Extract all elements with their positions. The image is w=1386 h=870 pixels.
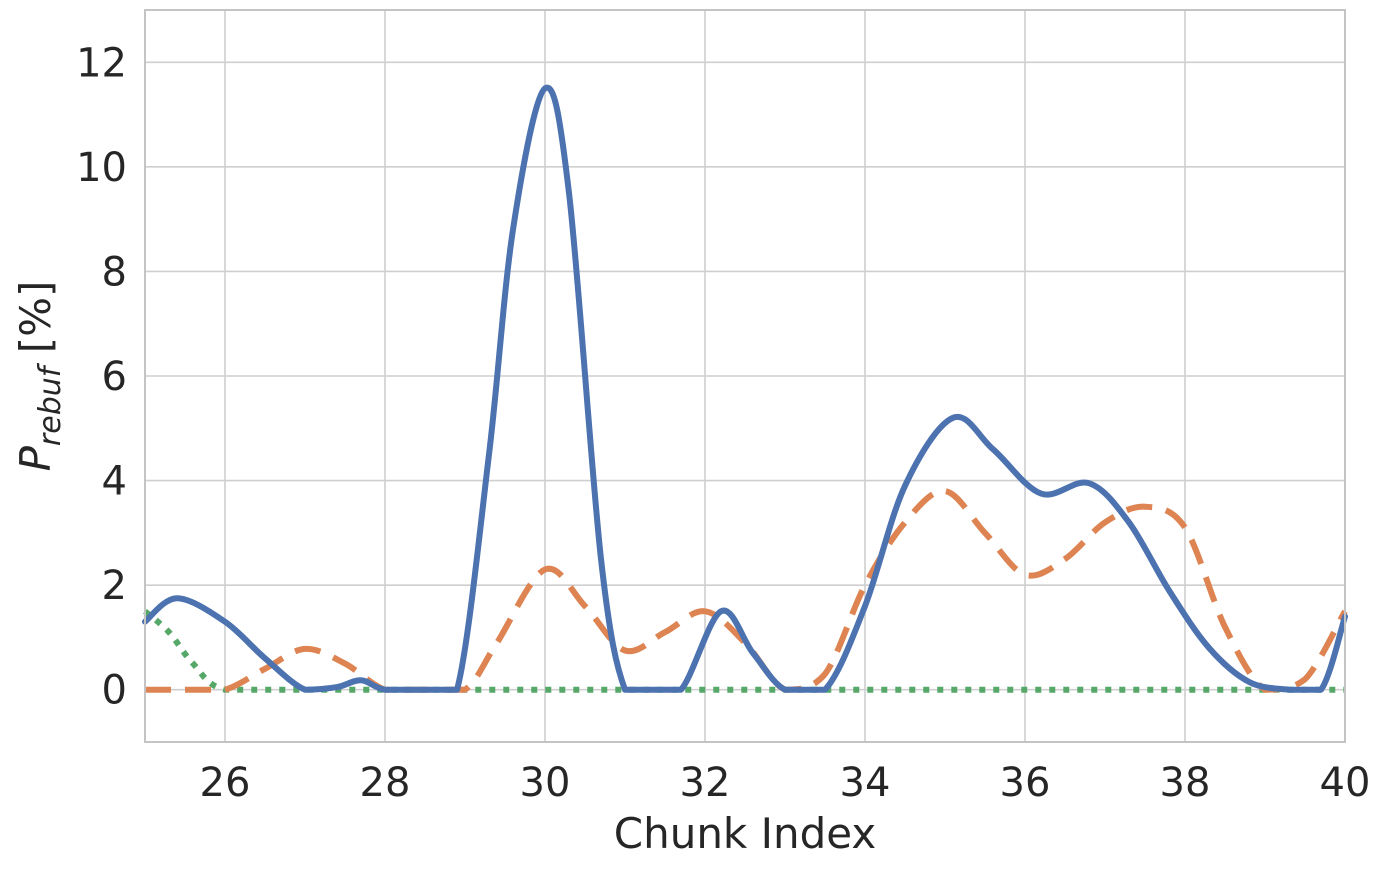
y-tick-label: 6 (102, 354, 127, 400)
x-tick-label: 28 (360, 760, 411, 806)
x-tick-label: 26 (200, 760, 251, 806)
x-axis-title: Chunk Index (614, 809, 876, 858)
y-axis-title: Prebuf [%] (11, 281, 68, 472)
series-line-dotted (143, 609, 1345, 693)
y-tick-label: 10 (76, 145, 127, 191)
x-tick-label: 40 (1320, 760, 1371, 806)
series-line-dashed (144, 487, 1348, 693)
x-tick-label: 30 (520, 760, 571, 806)
series-line-solid (142, 84, 1348, 693)
y-axis-title-subscript: rebuf (33, 362, 68, 446)
x-tick-label: 34 (840, 760, 891, 806)
y-tick-label: 4 (102, 459, 127, 505)
y-tick-labels: 0 2 4 6 8 10 12 (76, 40, 127, 713)
x-tick-label: 32 (680, 760, 731, 806)
y-axis-title-unit: [%] (11, 281, 60, 367)
x-tick-label: 36 (1000, 760, 1051, 806)
y-axis-title-main: P (11, 445, 60, 471)
series-layer (142, 84, 1348, 693)
x-tick-label: 38 (1160, 760, 1211, 806)
grid (145, 10, 1346, 742)
x-tick-labels: 26 28 30 32 34 36 38 40 (200, 760, 1371, 806)
y-tick-label: 0 (102, 668, 127, 714)
y-tick-label: 12 (76, 40, 127, 86)
y-tick-label: 8 (102, 249, 127, 295)
y-tick-label: 2 (102, 563, 127, 609)
plot-frame (144, 9, 1346, 743)
